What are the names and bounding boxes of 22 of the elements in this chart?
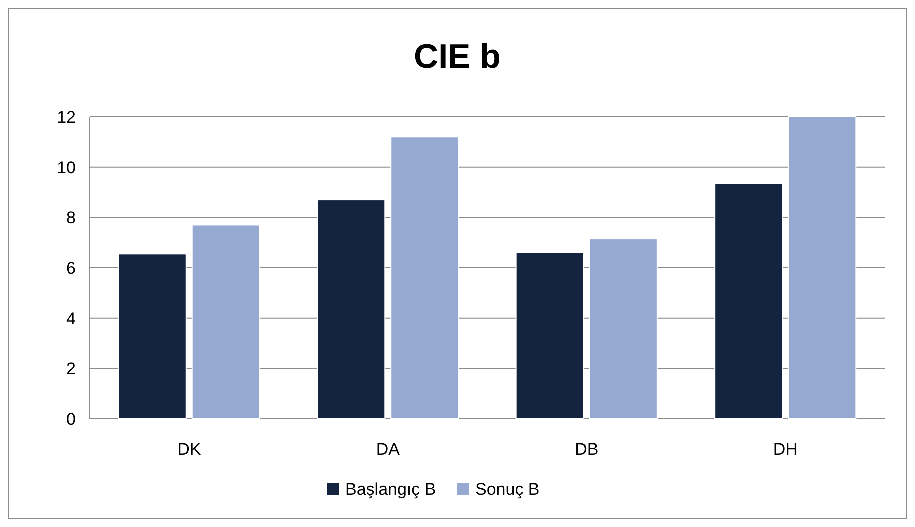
bar xyxy=(390,136,460,420)
y-tick-label: 4 xyxy=(66,309,76,328)
y-tick-label: 12 xyxy=(57,108,76,127)
x-tick-label: DB xyxy=(575,440,599,459)
bar xyxy=(317,200,386,420)
x-tick-label: DH xyxy=(773,440,798,459)
x-tick-label: DA xyxy=(376,440,401,459)
x-tick-label: DK xyxy=(178,440,202,459)
bar xyxy=(788,116,857,420)
bar xyxy=(516,252,584,420)
bar xyxy=(589,238,658,420)
y-tick-label: 0 xyxy=(66,410,76,429)
legend-label: Başlangıç B xyxy=(346,480,436,499)
y-tick-label: 8 xyxy=(66,208,76,228)
bar xyxy=(714,183,784,420)
y-tick-label: 2 xyxy=(66,360,76,379)
chart-title: CIE b xyxy=(414,38,501,76)
legend-label: Sonuç B xyxy=(476,480,540,499)
y-tick-label: 6 xyxy=(66,258,76,278)
bar xyxy=(192,224,260,420)
y-tick-label: 10 xyxy=(57,158,76,178)
bar xyxy=(118,254,187,420)
